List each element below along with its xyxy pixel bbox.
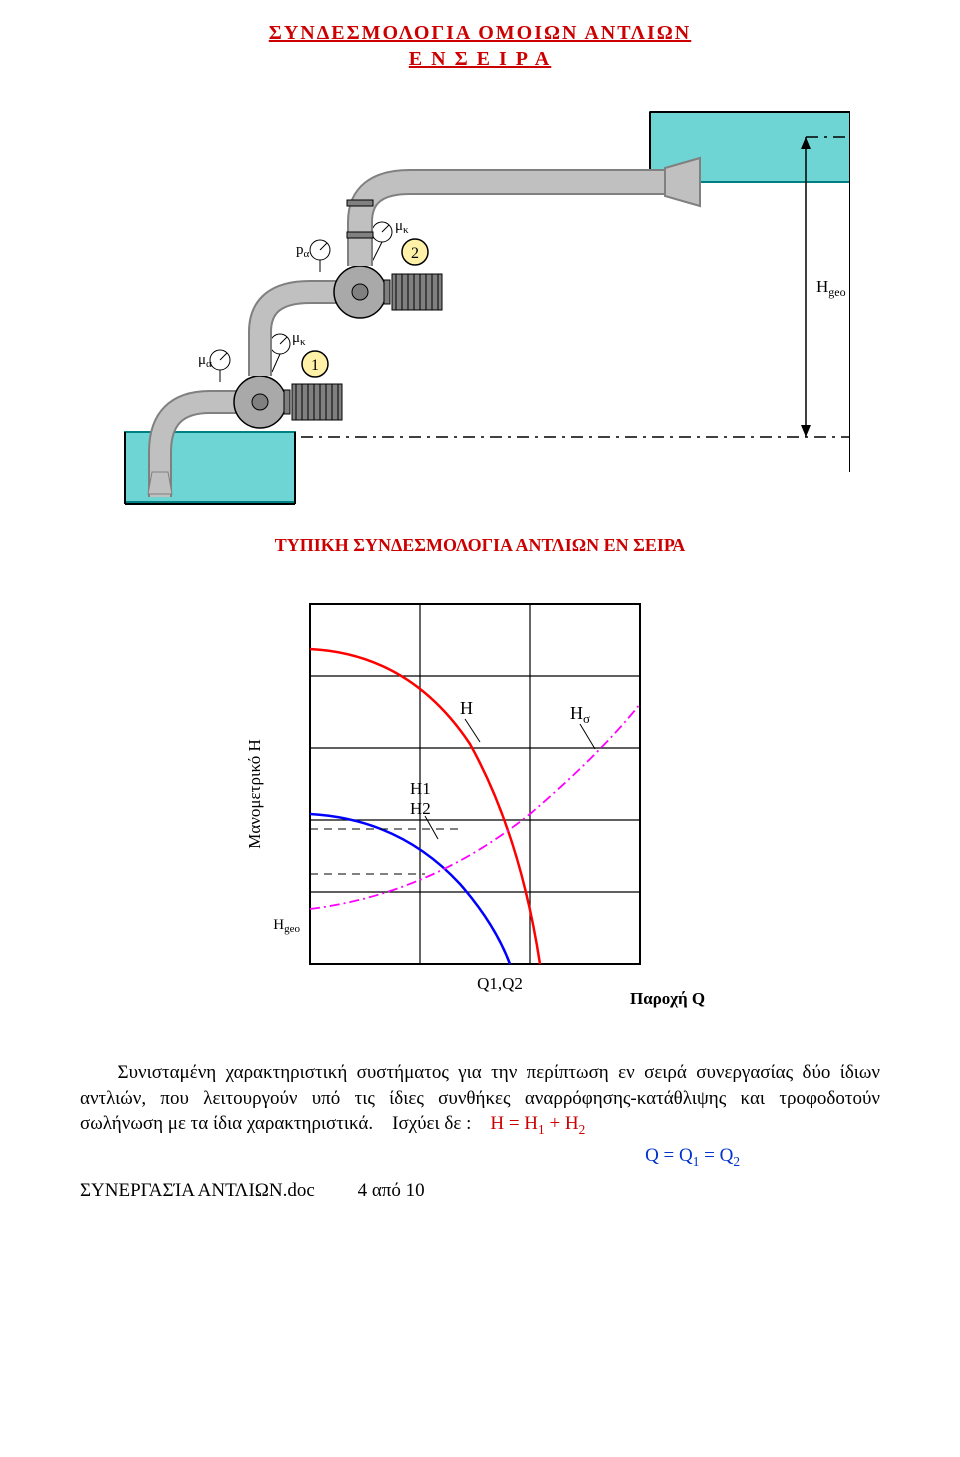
chart-svg: Μανομετρικό H	[240, 584, 720, 1024]
schematic-figure: Ηgeo	[80, 92, 880, 517]
page-footer: ΣΥΝΕΡΓΑΣΊΑ ΑΝΤΛΙΩΝ.doc 4 από 10	[80, 1180, 880, 1202]
svg-text:μκ: μκ	[292, 330, 306, 348]
footer-page: 4 από 10	[358, 1180, 425, 1201]
figure-caption: ΤΥΠΙΚΗ ΣΥΝΔΕΣΜΟΛΟΓΙΑ ΑΝΤΛΙΩΝ ΕΝ ΣΕΙΡΑ	[80, 535, 880, 556]
pump2-tag: 2	[411, 245, 419, 262]
pump1-tag: 1	[311, 357, 319, 374]
svg-text:μκ: μκ	[395, 218, 409, 236]
eq-H: H = H1 + H2	[490, 1113, 585, 1134]
title-line-2: Ε Ν Σ Ε Ι Ρ Α	[80, 46, 880, 72]
body-paragraph: Συνισταμένη χαρακτηριστική συστήματος γι…	[80, 1060, 880, 1139]
chart-figure: Μανομετρικό H	[80, 584, 880, 1024]
label-H2: H2	[410, 799, 431, 818]
hgeo-chart-label: Ηgeo	[273, 917, 300, 935]
title-block: ΣΥΝΔΕΣΜΟΛΟΓΙΑ ΟΜΟΙΩΝ ΑΝΤΛΙΩΝ Ε Ν Σ Ε Ι Ρ…	[80, 20, 880, 72]
title-line-1: ΣΥΝΔΕΣΜΟΛΟΓΙΑ ΟΜΟΙΩΝ ΑΝΤΛΙΩΝ	[80, 20, 880, 46]
svg-text:pα: pα	[296, 242, 310, 260]
svg-text:μα: μα	[198, 352, 212, 370]
label-H1: H1	[410, 779, 431, 798]
document-page: ΣΥΝΔΕΣΜΟΛΟΓΙΑ ΟΜΟΙΩΝ ΑΝΤΛΙΩΝ Ε Ν Σ Ε Ι Ρ…	[0, 0, 960, 1232]
eq-intro: Ισχύει δε :	[392, 1113, 471, 1134]
x-axis-label: Παροχή Q	[630, 989, 705, 1008]
label-H: H	[460, 698, 473, 718]
footer-filename: ΣΥΝΕΡΓΑΣΊΑ ΑΝΤΛΙΩΝ.doc	[80, 1180, 315, 1201]
para-text: Συνισταμένη χαρακτηριστική συστήματος γι…	[80, 1062, 880, 1134]
hgeo-label: Ηgeo	[816, 277, 846, 299]
x-mid-label: Q1,Q2	[477, 974, 523, 993]
eq-Q: Q = Q1 = Q2	[645, 1145, 740, 1166]
schematic-svg: Ηgeo	[110, 92, 850, 512]
y-axis-label: Μανομετρικό H	[245, 739, 264, 849]
eq-Q-line: Q = Q1 = Q2	[80, 1145, 880, 1170]
